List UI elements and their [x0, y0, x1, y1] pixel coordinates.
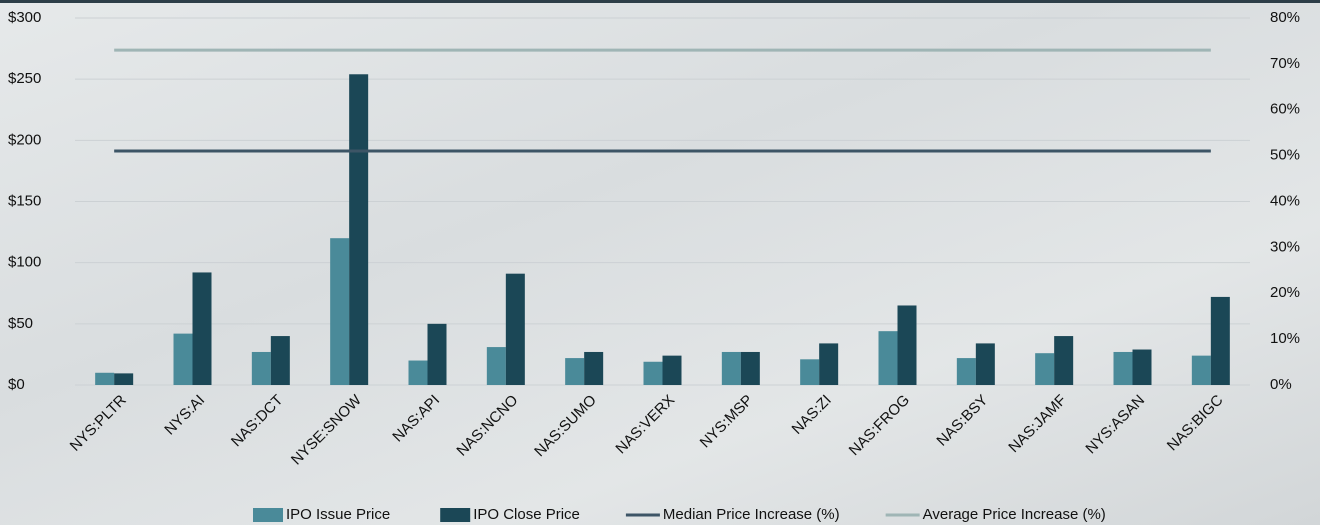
x-tick-label: NYS:MSP: [697, 392, 757, 452]
y2-tick-label: 20%: [1270, 284, 1300, 301]
bar: [800, 359, 820, 385]
bar: [643, 361, 663, 385]
legend-swatch: [440, 508, 471, 522]
x-tick-label: NYSE:SNOW: [288, 391, 365, 468]
x-tick-label: NAS:BSY: [933, 392, 991, 450]
legend-label: IPO Issue Price: [286, 506, 390, 523]
bar: [95, 372, 115, 385]
bar: [721, 351, 741, 385]
bar: [819, 343, 839, 385]
x-tick-label: NAS:JAMF: [1005, 392, 1069, 456]
y-tick-label: $250: [8, 70, 41, 87]
bar: [975, 343, 995, 385]
y2-tick-label: 10%: [1270, 330, 1300, 347]
bar: [1113, 351, 1133, 385]
y2-tick-label: 80%: [1270, 9, 1300, 26]
bar: [878, 331, 898, 385]
bar: [408, 360, 428, 385]
bar: [427, 323, 447, 385]
bar: [740, 351, 760, 385]
x-tick-label: NAS:FROG: [846, 392, 913, 459]
legend-label: Median Price Increase (%): [663, 506, 840, 523]
bar: [192, 272, 212, 385]
x-tick-label: NAS:DCT: [228, 392, 287, 451]
bar: [1035, 353, 1055, 385]
legend-swatch: [253, 508, 283, 522]
top-border: [0, 0, 1320, 3]
bar: [565, 358, 585, 385]
x-tick-label: NAS:SUMO: [531, 392, 600, 461]
y2-tick-label: 50%: [1270, 147, 1300, 164]
bar: [330, 238, 350, 385]
bar: [173, 333, 193, 385]
y-tick-label: $200: [8, 131, 41, 148]
y2-tick-label: 30%: [1270, 238, 1300, 255]
bar: [1191, 355, 1211, 385]
bar: [897, 305, 917, 385]
x-tick-label: NAS:NCNO: [453, 392, 521, 460]
y2-tick-label: 0%: [1270, 376, 1292, 393]
bar: [584, 351, 604, 385]
bar: [251, 351, 271, 385]
bar: [114, 373, 134, 385]
bar: [956, 358, 976, 385]
x-tick-label: NAS:API: [389, 392, 443, 446]
x-tick-label: NYS:AI: [161, 392, 208, 439]
x-tick-label: NYS:PLTR: [67, 392, 130, 455]
y-tick-label: $50: [8, 315, 33, 332]
bar: [505, 273, 525, 385]
legend-label: Average Price Increase (%): [923, 506, 1106, 523]
bar: [1132, 349, 1152, 385]
y-tick-label: $100: [8, 254, 41, 271]
y2-tick-label: 70%: [1270, 55, 1300, 72]
y-tick-label: $150: [8, 192, 41, 209]
y2-tick-label: 40%: [1270, 192, 1300, 209]
bar: [1210, 296, 1230, 385]
x-tick-label: NAS:BIGC: [1164, 391, 1227, 454]
bar: [349, 74, 369, 386]
bar: [1054, 336, 1074, 385]
bar: [270, 336, 290, 385]
x-tick-label: NYS:ASAN: [1082, 392, 1148, 458]
bar: [662, 355, 682, 385]
y-tick-label: $0: [8, 376, 25, 393]
legend-label: IPO Close Price: [473, 506, 580, 523]
y2-tick-label: 60%: [1270, 101, 1300, 118]
y-tick-label: $300: [8, 9, 41, 26]
x-tick-label: NAS:ZI: [789, 392, 835, 438]
x-tick-label: NAS:VERX: [612, 392, 678, 458]
bar: [486, 347, 506, 385]
